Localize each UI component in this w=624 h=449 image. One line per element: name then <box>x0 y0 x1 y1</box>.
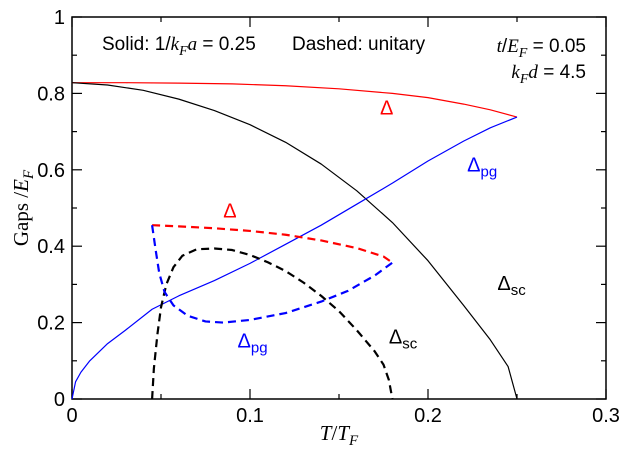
series-label: Δsc <box>497 273 526 299</box>
curves <box>71 82 518 400</box>
annotation-dashed: Dashed: unitary <box>292 34 426 55</box>
series-label: Δpg <box>467 155 497 181</box>
series-dashed-delta <box>152 224 394 264</box>
series-dashed-pg <box>151 225 394 324</box>
x-tick-label: 0.1 <box>236 405 264 427</box>
series-label: Δpg <box>238 330 268 356</box>
series-label: Δ <box>380 97 393 119</box>
y-tick-label: 1 <box>54 7 65 29</box>
annotation-param1: t/EF = 0.05 <box>497 36 586 61</box>
annotation-param2: kFd = 4.5 <box>511 62 586 87</box>
y-tick-label: 0.2 <box>37 313 65 335</box>
y-tick-label: 0 <box>54 389 65 411</box>
series-label: Δsc <box>389 327 418 353</box>
series-solid-pg <box>71 116 518 400</box>
x-tick-label: 0.2 <box>414 405 442 427</box>
axis-tick-labels: 0 0.1 0.2 0.3 0 0.2 0.4 0.6 0.8 1 <box>37 7 620 427</box>
x-tick-label: 0 <box>66 405 77 427</box>
axis-ticks <box>71 16 607 400</box>
series-label: Δ <box>223 201 236 223</box>
x-axis-title: T/TF <box>320 421 359 449</box>
y-tick-label: 0.8 <box>37 83 65 105</box>
annotation-solid: Solid: 1/kFa = 0.25 <box>102 34 256 59</box>
curve-labels: Δ Δsc Δpg Δ Δsc Δpg <box>223 97 526 356</box>
y-tick-label: 0.4 <box>37 236 65 258</box>
x-tick-label: 0.3 <box>592 405 620 427</box>
series-solid-sc <box>71 82 518 400</box>
y-tick-label: 0.6 <box>37 160 65 182</box>
y-axis-title: Gaps /EF <box>9 169 37 246</box>
series-solid-delta <box>72 82 518 118</box>
series-dashed-sc <box>151 247 394 400</box>
